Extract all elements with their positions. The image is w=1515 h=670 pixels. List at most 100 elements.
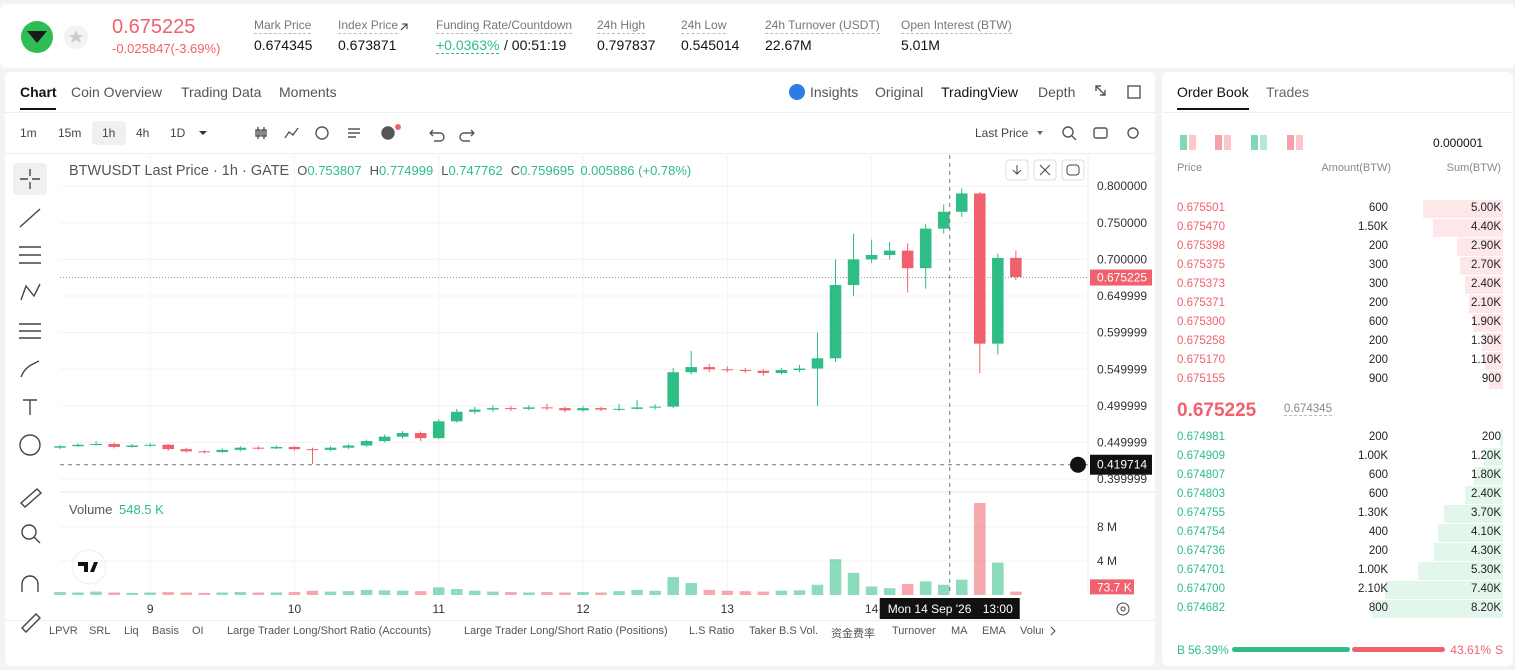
price-source[interactable]: Last Price — [975, 126, 1029, 140]
order-amount: 200 — [1368, 545, 1388, 557]
indicator-tab[interactable]: EMA — [982, 625, 1006, 637]
volume-bar — [703, 589, 716, 595]
column-header: Sum(BTW) — [1446, 162, 1501, 174]
indicator-tab[interactable]: Volume — [1020, 625, 1043, 637]
x-tick-label: 13 — [721, 602, 735, 616]
stat-value: 0.673871 — [338, 37, 397, 53]
indicator-tab[interactable]: Taker B.S Vol. — [749, 625, 819, 637]
indicator-tab[interactable]: MA — [951, 625, 968, 637]
view-icon[interactable] — [1251, 135, 1258, 150]
volume-bar — [955, 579, 968, 595]
chart-tab[interactable]: Moments — [279, 84, 337, 100]
candle-body — [162, 444, 174, 450]
candle-body — [1010, 257, 1022, 277]
order-price[interactable]: 0.674701 — [1177, 564, 1225, 576]
order-price[interactable]: 0.675373 — [1177, 278, 1225, 290]
depth-bar — [1485, 352, 1503, 370]
depth-bar — [1423, 200, 1503, 218]
depth-bar — [1384, 581, 1503, 599]
order-price[interactable]: 0.675501 — [1177, 202, 1225, 214]
order-price[interactable]: 0.674736 — [1177, 545, 1225, 557]
view-icon[interactable] — [1296, 135, 1303, 150]
volume-bar — [72, 592, 84, 595]
order-price[interactable]: 0.675371 — [1177, 297, 1225, 309]
order-price[interactable]: 0.675398 — [1177, 240, 1225, 252]
divider — [1162, 112, 1513, 113]
order-amount: 1.00K — [1357, 564, 1388, 576]
view-icon[interactable] — [1224, 135, 1231, 150]
interval[interactable]: 4h — [136, 126, 150, 140]
order-price[interactable]: 0.674754 — [1177, 526, 1225, 538]
x-tick-label: 12 — [576, 602, 590, 616]
stat-label: 24h Low — [681, 18, 727, 34]
view-tab[interactable]: Original — [875, 84, 924, 100]
order-price[interactable]: 0.675470 — [1177, 221, 1225, 233]
view-icon[interactable] — [1215, 135, 1222, 150]
x-tick-label: 9 — [147, 602, 154, 616]
indicator-tab[interactable]: Liq — [124, 625, 139, 637]
order-price[interactable]: 0.674682 — [1177, 602, 1225, 614]
volume-current: 548.5 K — [119, 502, 164, 517]
crosshair-date: Mon 14 Sep '26 — [888, 602, 972, 616]
indicator-tab[interactable]: Large Trader Long/Short Ratio (Positions… — [464, 625, 668, 637]
x-tick-label: 10 — [288, 602, 302, 616]
order-book-tab[interactable]: Trades — [1266, 84, 1310, 100]
order-price[interactable]: 0.675155 — [1177, 373, 1225, 385]
interval[interactable]: 15m — [58, 126, 82, 140]
indicator-tab[interactable]: OI — [192, 625, 204, 637]
indicator-tab[interactable]: Large Trader Long/Short Ratio (Accounts) — [227, 625, 432, 637]
ai-icon — [789, 84, 805, 100]
candle-body — [432, 421, 445, 439]
order-price[interactable]: 0.674981 — [1177, 431, 1225, 443]
order-amount: 200 — [1368, 354, 1388, 366]
order-price[interactable]: 0.674807 — [1177, 469, 1225, 481]
view-tab[interactable]: Depth — [1038, 84, 1076, 100]
volume-bar — [811, 584, 824, 595]
chart-tab[interactable]: Trading Data — [181, 84, 262, 100]
indicator-tab[interactable]: LPVR — [49, 625, 78, 637]
tradingview-logo — [71, 549, 107, 585]
order-price[interactable]: 0.675300 — [1177, 316, 1225, 328]
sell-bar — [1352, 647, 1445, 652]
candle-body — [451, 411, 463, 422]
chart-tab[interactable]: Chart — [20, 84, 57, 100]
candle-body — [342, 445, 355, 448]
interval[interactable]: 1h — [102, 126, 116, 140]
view-tab[interactable]: TradingView — [941, 84, 1019, 100]
candle-body — [559, 408, 571, 411]
volume-bar — [919, 581, 932, 595]
precision[interactable]: 0.000001 — [1433, 136, 1484, 150]
view-icon[interactable] — [1287, 135, 1294, 150]
order-price[interactable]: 0.675258 — [1177, 335, 1225, 347]
indicator-tab[interactable]: Turnover — [892, 625, 936, 637]
indicator-tab[interactable]: Basis — [152, 625, 179, 637]
divider — [5, 153, 1155, 154]
candle-body — [613, 408, 625, 410]
indicator-tab[interactable]: L.S Ratio — [689, 625, 735, 637]
crosshair-time: 13:00 — [983, 602, 1013, 616]
order-price[interactable]: 0.675170 — [1177, 354, 1225, 366]
view-icon[interactable] — [1189, 135, 1196, 150]
depth-bar — [1483, 448, 1503, 466]
order-price[interactable]: 0.674755 — [1177, 507, 1225, 519]
candle-body — [865, 255, 878, 260]
interval[interactable]: 1D — [170, 126, 186, 140]
view-icon[interactable] — [1260, 135, 1267, 150]
order-sum: 200 — [1481, 431, 1501, 443]
order-price[interactable]: 0.674700 — [1177, 583, 1225, 595]
order-book-tab[interactable]: Order Book — [1177, 84, 1249, 100]
chart-tab[interactable]: Coin Overview — [71, 84, 163, 100]
order-sum: 1.30K — [1470, 335, 1501, 347]
indicator-tab[interactable]: SRL — [89, 625, 111, 637]
indicator-tab[interactable]: 资金费率 — [831, 628, 875, 640]
stat-value: 0.674345 — [254, 37, 313, 53]
view-icon[interactable] — [1180, 135, 1187, 150]
order-price[interactable]: 0.675375 — [1177, 259, 1225, 271]
candle-body — [523, 407, 535, 409]
order-price[interactable]: 0.674803 — [1177, 488, 1225, 500]
interval[interactable]: 1m — [20, 126, 37, 140]
volume-bar — [469, 590, 481, 595]
stat-label: 24h High — [597, 18, 646, 34]
view-tab[interactable]: Insights — [810, 84, 859, 100]
order-price[interactable]: 0.674909 — [1177, 450, 1225, 462]
